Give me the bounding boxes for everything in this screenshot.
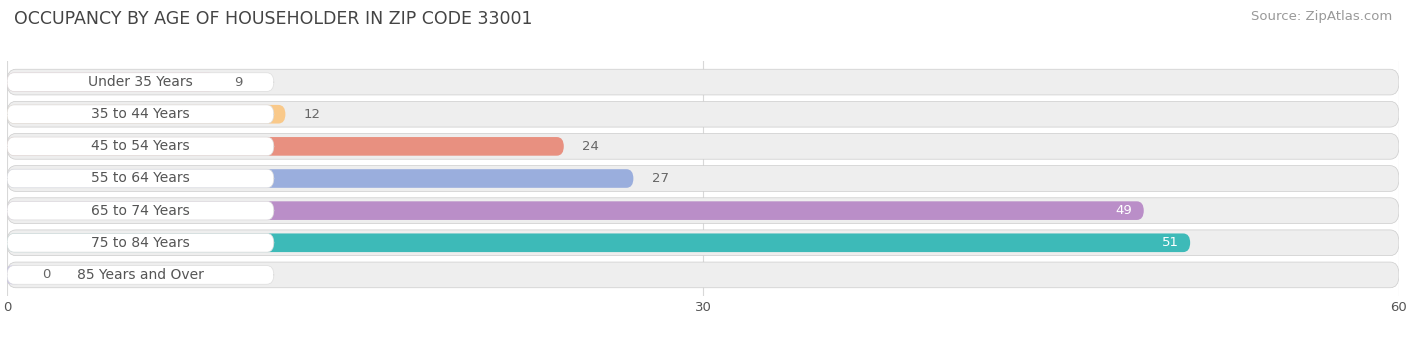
Text: OCCUPANCY BY AGE OF HOUSEHOLDER IN ZIP CODE 33001: OCCUPANCY BY AGE OF HOUSEHOLDER IN ZIP C… (14, 10, 533, 28)
FancyBboxPatch shape (7, 234, 1191, 252)
Text: 12: 12 (304, 108, 321, 121)
FancyBboxPatch shape (7, 266, 274, 284)
FancyBboxPatch shape (7, 73, 274, 91)
FancyBboxPatch shape (7, 134, 1399, 159)
FancyBboxPatch shape (7, 262, 1399, 288)
Text: Under 35 Years: Under 35 Years (89, 75, 193, 89)
FancyBboxPatch shape (7, 105, 274, 123)
Text: 45 to 54 Years: 45 to 54 Years (91, 139, 190, 153)
Text: 9: 9 (235, 75, 243, 89)
Text: 65 to 74 Years: 65 to 74 Years (91, 204, 190, 218)
FancyBboxPatch shape (7, 69, 1399, 95)
Text: 49: 49 (1115, 204, 1132, 217)
Text: 75 to 84 Years: 75 to 84 Years (91, 236, 190, 250)
Text: 85 Years and Over: 85 Years and Over (77, 268, 204, 282)
Text: 24: 24 (582, 140, 599, 153)
FancyBboxPatch shape (7, 198, 1399, 223)
FancyBboxPatch shape (7, 101, 1399, 127)
FancyBboxPatch shape (7, 234, 274, 252)
FancyBboxPatch shape (7, 166, 1399, 191)
Text: 35 to 44 Years: 35 to 44 Years (91, 107, 190, 121)
FancyBboxPatch shape (7, 169, 633, 188)
Text: 55 to 64 Years: 55 to 64 Years (91, 171, 190, 186)
FancyBboxPatch shape (7, 266, 21, 284)
FancyBboxPatch shape (7, 201, 274, 220)
Text: 0: 0 (42, 268, 51, 282)
FancyBboxPatch shape (7, 105, 285, 123)
FancyBboxPatch shape (7, 169, 274, 188)
FancyBboxPatch shape (7, 137, 274, 156)
Text: 51: 51 (1161, 236, 1178, 249)
FancyBboxPatch shape (7, 201, 1144, 220)
Text: Source: ZipAtlas.com: Source: ZipAtlas.com (1251, 10, 1392, 23)
FancyBboxPatch shape (7, 230, 1399, 256)
Text: 27: 27 (652, 172, 669, 185)
FancyBboxPatch shape (7, 137, 564, 156)
FancyBboxPatch shape (7, 73, 217, 91)
